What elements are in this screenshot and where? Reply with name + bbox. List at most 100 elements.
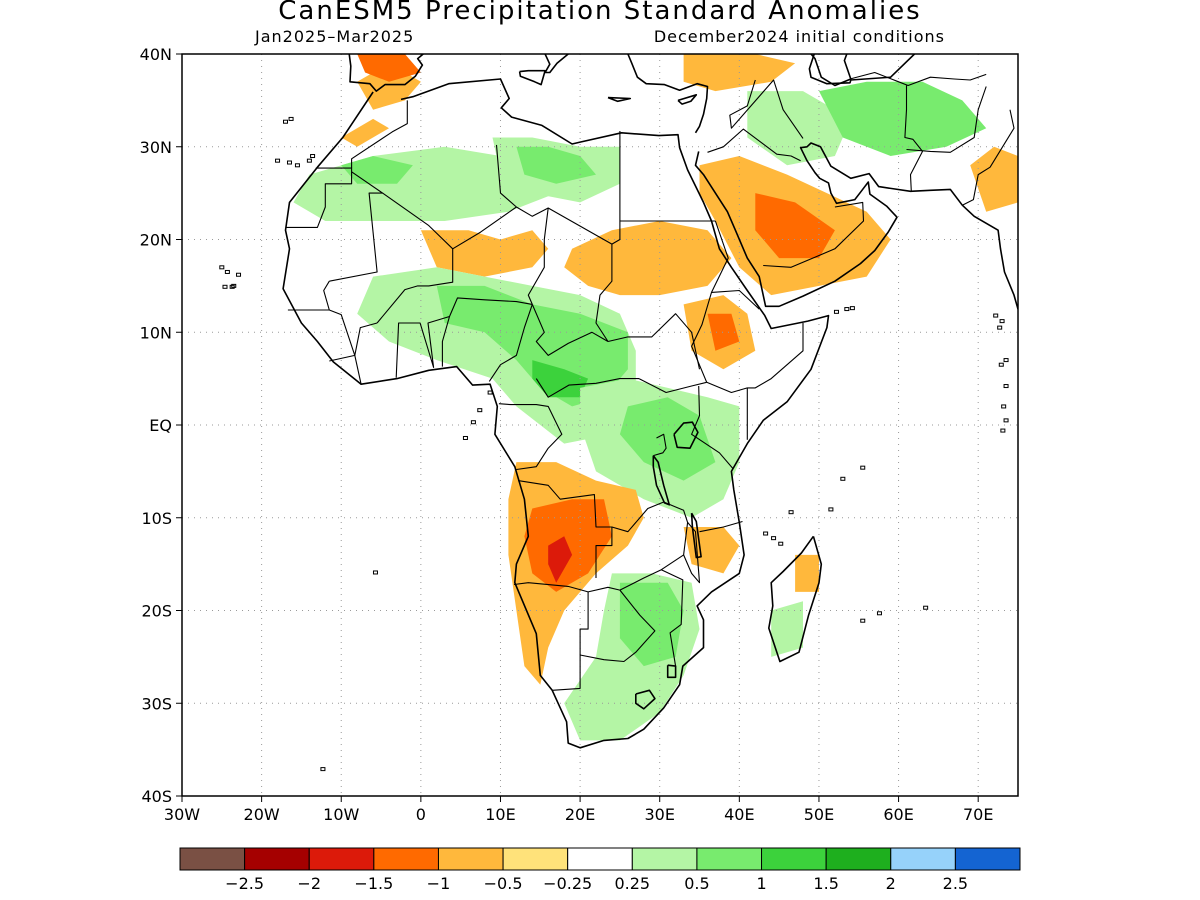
y-tick-label: 10S [141,509,172,528]
island-socotra [833,309,839,314]
island-maldives [1001,404,1007,409]
island-cape-verde [219,265,225,270]
crete-coastline [607,96,632,103]
colorbar-swatch [954,847,1021,871]
border-mauritania-mali [329,171,384,282]
anomaly-region-arabia-core-dry [755,193,835,259]
island-sao-tome-bioko [470,420,476,425]
border-chad-sudan [595,244,613,342]
island-st-helena [372,570,378,575]
colorbar-label: 2.5 [943,874,968,893]
island-canary-islands [310,154,316,159]
island-cape-verde [229,284,235,289]
island-socotra [849,306,855,311]
border-mozambique-zimbabwe [661,569,684,667]
anomaly-region-iran-wet [819,81,987,156]
lesotho-border [634,689,656,710]
island-sao-tome-bioko [462,435,468,440]
colorbar-label: −1 [427,874,451,893]
axis-ticks: 30W 20W 10W 0 10E 20E 30E 40E 50E 60E 70E 40N 30N 20N… [140,45,994,824]
island-cape-verde [224,269,230,274]
colorbar-swatch [567,847,633,871]
chart-title: CanESM5 Precipitation Standard Anomalies [278,0,922,26]
border-afghanistan-pakistan [906,86,987,153]
border-algeria-libya [495,144,517,208]
colorbar-label: 1.5 [813,874,838,893]
x-tick-label: 0 [416,805,426,824]
colorbar-swatch [825,847,892,871]
anomaly-region-libya-core-wet [516,146,596,184]
island-seychelles [860,465,866,470]
border-drc-tanzania-rwanda [653,433,667,457]
border-iraq-iran-syria [729,79,804,139]
border-nigeria-cameroon [488,304,533,382]
border-guinea-sierra-liberia [329,309,356,362]
y-tick-label: 40N [140,45,172,64]
border-senegal-mali [287,280,330,311]
border-eritrea-ethiopia [711,289,760,310]
anomaly-region-chad-sudan-dry [564,221,732,296]
island-seychelles [840,476,846,481]
island-cape-verde [222,284,228,289]
island-canary-islands [306,158,312,163]
x-tick-label: 20E [565,805,595,824]
island-comoros [778,541,784,546]
colorbar-swatch [308,847,375,871]
colorbar-swatch [761,847,827,871]
border-botswana-sa-zimbabwe [579,589,656,663]
y-tick-label: 30N [140,138,172,157]
x-tick-label: 40E [724,805,754,824]
border-gabon-congo-cameroon [498,403,563,471]
x-tick-label: 10E [485,805,515,824]
period-subtitle: Jan2025–Mar2025 [255,27,415,46]
island-lakshadweep [997,325,1003,330]
island-canary-islands [294,163,300,168]
x-tick-label: 30W [164,805,200,824]
anomaly-shading [293,54,1018,741]
anomaly-region-madagascar-wet [771,601,803,657]
island-madeira-azores [283,119,289,124]
eswatini-border [666,664,677,679]
island-mauritius-reunion [876,611,882,616]
colorbar-swatch [179,847,246,871]
y-tick-label: 40S [141,787,172,806]
anomaly-region-ethiopia-core-dry [707,313,740,351]
initial-conditions-subtitle: December2024 initial conditions [653,27,945,46]
colorbar-swatch [373,847,439,871]
colorbar-swatch [244,847,310,871]
border-morocco-algeria [351,100,408,169]
coastlines [282,54,1018,749]
colorbar: −2.5 −2 −1.5 −1 −0.5 −0.25 0.25 0.5 1 1.5 2 2.5 [179,847,1021,893]
island-mauritius-reunion [860,618,866,623]
lake-victoria [673,421,699,450]
island-maldives [998,362,1004,367]
x-tick-label: 60E [883,805,913,824]
caspian-coastline [810,54,852,87]
island-lakshadweep [999,319,1005,324]
island-madeira-azores [288,116,294,121]
x-tick-label: 10W [323,805,359,824]
colorbar-label: −1.5 [354,874,393,893]
y-tick-label: 20S [141,602,172,621]
island-canary-islands [275,158,281,163]
anomaly-region-madagascar-dry [795,554,819,592]
island-maldives [1000,428,1006,433]
arabia-coastline [694,142,1018,310]
anomaly-region-angola-core-dry [524,499,612,592]
island-comoros [771,536,777,541]
border-libya-egypt [611,131,621,245]
island-mauritius-reunion [923,605,929,610]
island-seychelles [788,510,794,515]
italy-coastline [544,54,569,74]
y-tick-label: 30S [141,694,172,713]
border-angola-namibia [513,582,621,593]
island-sao-tome-bioko [487,390,493,395]
y-tick-label: 10N [140,323,172,342]
colorbar-label: 1 [756,874,766,893]
islands [219,116,1009,772]
border-south-sudan-drc-uganda [638,378,707,394]
colorbar-swatch [502,847,569,871]
colorbar-swatch [890,847,956,871]
border-car-drc [535,378,639,398]
y-tick-label: 20N [140,231,172,250]
